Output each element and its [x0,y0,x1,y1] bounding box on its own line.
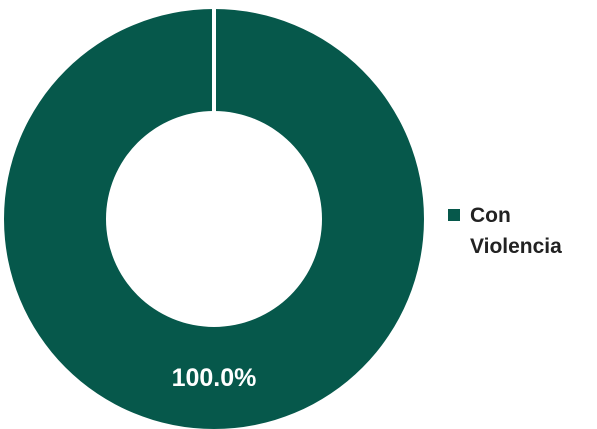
data-label: 100.0% [172,364,257,392]
legend: Con Violencia [448,200,597,262]
donut-slice [4,9,424,429]
slices-group [4,8,424,429]
legend-label: Con Violencia [470,204,562,258]
data-labels-group: 100.0% [172,364,257,392]
legend-swatch [448,209,460,221]
